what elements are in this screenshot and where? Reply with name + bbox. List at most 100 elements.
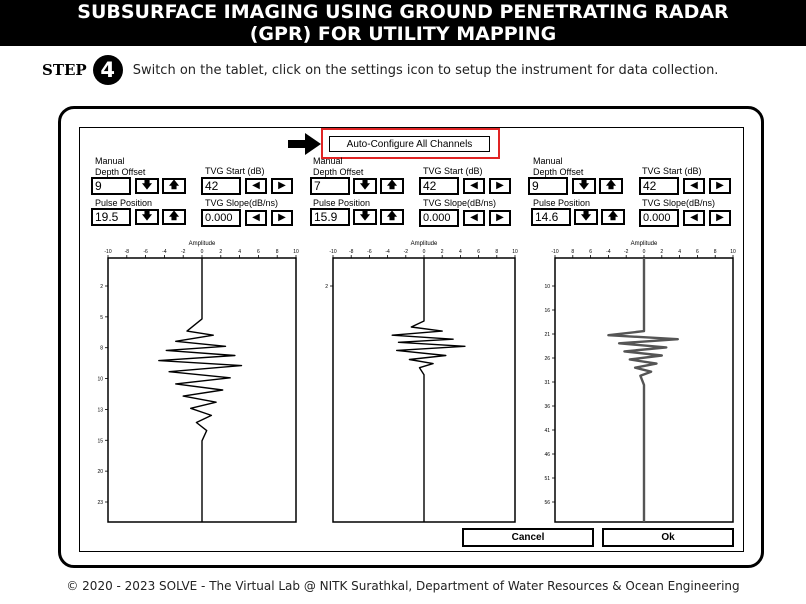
ok-button[interactable]: Ok [602, 528, 734, 547]
arrow-up-icon: 🡅 [605, 180, 617, 191]
y-tick-label: 5 [100, 315, 103, 321]
x-tick-label: 0 [643, 249, 646, 255]
tvg-slope-left-button-3[interactable]: ◀ [683, 210, 705, 226]
tvg-start-left-button-1[interactable]: ◀ [245, 178, 267, 194]
y-tick-label: 26 [544, 356, 550, 362]
tvg-slope-input-1[interactable]: 0.000 [201, 209, 241, 227]
depth-offset-up-button-1[interactable]: 🡅 [162, 178, 186, 194]
y-tick-label: 15 [97, 438, 103, 444]
x-tick-label: 8 [714, 249, 717, 255]
step-label: STEP [42, 61, 87, 79]
y-tick-label: 21 [544, 332, 550, 338]
y-tick-label: 46 [544, 452, 550, 458]
pulse-position-input-1[interactable]: 19.5 [91, 208, 131, 226]
x-tick-label: 10 [512, 249, 518, 255]
arrow-left-icon: ◀ [252, 180, 260, 191]
x-tick-label: -4 [385, 249, 390, 255]
manual-label-2: Manual [313, 156, 343, 166]
pulse-position-up-button-3[interactable]: 🡅 [601, 209, 625, 225]
x-tick-label: -8 [349, 249, 354, 255]
depth-offset-down-button-1[interactable]: 🡇 [135, 178, 159, 194]
tvg-start-left-button-3[interactable]: ◀ [683, 178, 705, 194]
x-tick-label: 2 [660, 249, 663, 255]
x-tick-label: -4 [162, 249, 167, 255]
page-banner: SUBSURFACE IMAGING USING GROUND PENETRAT… [0, 0, 806, 46]
y-tick-label: 23 [97, 500, 103, 506]
depth-offset-up-button-3[interactable]: 🡅 [599, 178, 623, 194]
pulse-position-up-button-1[interactable]: 🡅 [162, 209, 186, 225]
depth-offset-down-button-3[interactable]: 🡇 [572, 178, 596, 194]
tvg-slope-label-2: TVG Slope(dB/ns) [423, 198, 497, 208]
tvg-slope-right-button-3[interactable]: ▶ [709, 210, 731, 226]
pulse-position-label-1: Pulse Position [95, 198, 153, 208]
cancel-button[interactable]: Cancel [462, 528, 594, 547]
pulse-position-down-button-2[interactable]: 🡇 [353, 209, 377, 225]
depth-offset-input-3[interactable]: 9 [528, 177, 568, 195]
pulse-position-down-button-3[interactable]: 🡇 [574, 209, 598, 225]
tvg-slope-left-button-2[interactable]: ◀ [463, 210, 485, 226]
tvg-slope-label-1: TVG Slope(dB/ns) [205, 198, 279, 208]
x-tick-label: -8 [125, 249, 130, 255]
tvg-slope-left-button-1[interactable]: ◀ [245, 210, 267, 226]
gpr-trace-line [607, 258, 680, 522]
x-tick-label: 6 [696, 249, 699, 255]
amplitude-plot-3: Amplitude -10 8 6 -4 -2 0 2 4 6 8 10 10 16 21 26 31 36 41 4… [531, 238, 741, 524]
x-tick-label: 4 [678, 249, 681, 255]
y-tick-label: 10 [97, 377, 103, 383]
arrow-up-icon: 🡅 [168, 180, 180, 191]
pulse-position-up-button-2[interactable]: 🡅 [380, 209, 404, 225]
arrow-down-icon: 🡇 [141, 180, 153, 191]
amplitude-plot-2: Amplitude -10 -8 -6 -4 -2 0 2 4 6 8 10 2 [311, 238, 523, 524]
tvg-start-right-button-1[interactable]: ▶ [271, 178, 293, 194]
tvg-start-right-button-2[interactable]: ▶ [489, 178, 511, 194]
depth-offset-input-1[interactable]: 9 [91, 177, 131, 195]
tvg-slope-right-button-2[interactable]: ▶ [489, 210, 511, 226]
pointer-arrow-icon [288, 133, 321, 155]
y-tick-label: 41 [544, 428, 550, 434]
pulse-position-input-3[interactable]: 14.6 [531, 208, 571, 226]
arrow-right-icon: ▶ [496, 180, 504, 191]
y-tick-label: 2 [100, 284, 103, 290]
x-tick-label: 4 [459, 249, 462, 255]
x-tick-label: -10 [329, 249, 336, 255]
x-tick-label: -4 [606, 249, 611, 255]
tvg-start-right-button-3[interactable]: ▶ [709, 178, 731, 194]
y-tick-label: 51 [544, 476, 550, 482]
arrow-left-icon: ◀ [252, 212, 260, 223]
x-tick-label: 8 [495, 249, 498, 255]
arrow-right-icon: ▶ [716, 180, 724, 191]
plot-title: Amplitude [189, 241, 216, 247]
x-tick-label: -2 [624, 249, 629, 255]
auto-configure-button[interactable]: Auto-Configure All Channels [329, 136, 490, 152]
tvg-slope-right-button-1[interactable]: ▶ [271, 210, 293, 226]
tvg-start-label-1: TVG Start (dB) [205, 166, 265, 176]
depth-offset-up-button-2[interactable]: 🡅 [380, 178, 404, 194]
pulse-position-down-button-1[interactable]: 🡇 [135, 209, 159, 225]
tvg-slope-input-2[interactable]: 0.000 [419, 209, 459, 227]
auto-configure-highlight [321, 128, 500, 159]
arrow-left-icon: ◀ [470, 180, 478, 191]
tablet-screen [79, 127, 744, 552]
pulse-position-input-2[interactable]: 15.9 [310, 208, 350, 226]
depth-offset-label-3: Depth Offset [533, 167, 584, 177]
tvg-start-left-button-2[interactable]: ◀ [463, 178, 485, 194]
depth-offset-input-2[interactable]: 7 [310, 177, 350, 195]
pulse-position-label-2: Pulse Position [313, 198, 371, 208]
tvg-slope-input-3[interactable]: 0.000 [639, 209, 679, 227]
manual-label-3: Manual [533, 156, 563, 166]
tvg-start-input-1[interactable]: 42 [201, 177, 241, 195]
tvg-start-input-3[interactable]: 42 [639, 177, 679, 195]
tvg-start-label-2: TVG Start (dB) [423, 166, 483, 176]
arrow-right-icon: ▶ [496, 212, 504, 223]
x-tick-label: -10 [104, 249, 111, 255]
arrow-up-icon: 🡅 [607, 211, 619, 222]
tvg-start-input-2[interactable]: 42 [419, 177, 459, 195]
y-tick-label: 31 [544, 380, 550, 386]
depth-offset-down-button-2[interactable]: 🡇 [353, 178, 377, 194]
x-tick-label: -6 [367, 249, 372, 255]
y-tick-label: 10 [544, 284, 550, 290]
y-tick-label: 2 [325, 284, 328, 290]
plot-title: Amplitude [631, 241, 658, 247]
arrow-down-icon: 🡇 [578, 180, 590, 191]
banner-title-line2: (GPR) FOR UTILITY MAPPING [249, 23, 557, 45]
